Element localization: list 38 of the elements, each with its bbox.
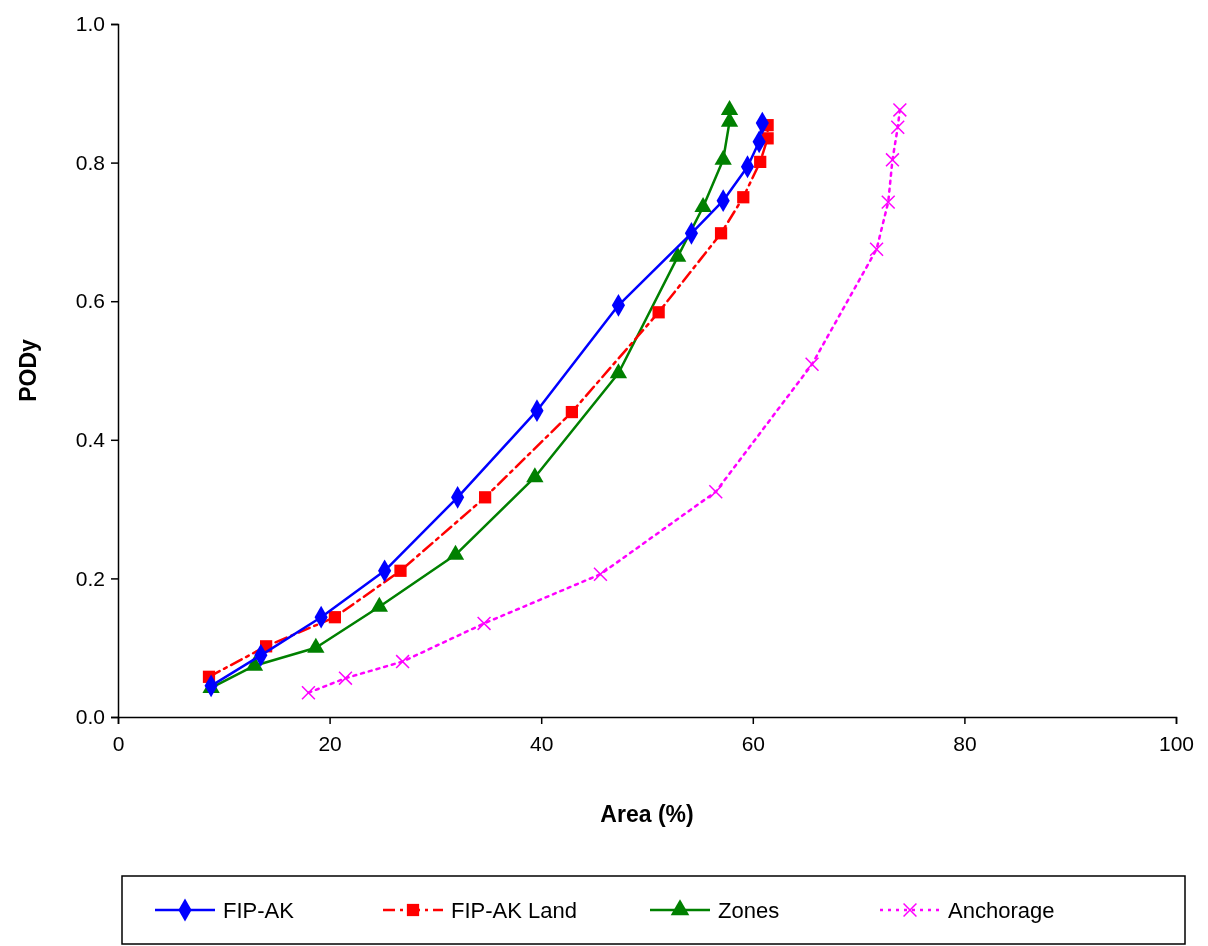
x-tick-label: 100 xyxy=(1158,731,1195,755)
point xyxy=(708,484,723,499)
y-axis-title: PODy xyxy=(15,338,41,402)
point xyxy=(328,611,342,624)
point xyxy=(804,357,820,372)
point xyxy=(565,405,579,419)
point xyxy=(394,564,407,577)
y-tick-label: 0.8 xyxy=(75,150,105,174)
legend-label: FIP-AK Land xyxy=(451,898,577,923)
y-tick-label: 0.4 xyxy=(75,428,106,452)
point xyxy=(593,567,608,582)
point xyxy=(881,194,896,210)
legend-label: FIP-AK xyxy=(223,898,295,923)
x-tick-label: 20 xyxy=(318,731,342,755)
x-tick-label: 0 xyxy=(112,731,125,755)
point xyxy=(652,306,665,319)
point xyxy=(754,155,767,169)
point xyxy=(869,242,884,257)
point xyxy=(885,152,900,168)
point xyxy=(737,191,750,204)
x-axis-title: Area (%) xyxy=(600,801,694,827)
point xyxy=(892,102,908,118)
legend-label: Zones xyxy=(718,898,780,923)
y-tick-label: 1.0 xyxy=(75,12,105,36)
x-tick-label: 60 xyxy=(741,731,765,755)
y-tick-label: 0.0 xyxy=(75,705,105,729)
y-tick-label: 0.6 xyxy=(75,289,105,313)
point xyxy=(301,685,316,700)
point xyxy=(476,616,492,631)
point xyxy=(338,671,353,686)
x-tick-label: 80 xyxy=(953,731,977,755)
point xyxy=(395,654,410,669)
point xyxy=(714,227,728,240)
point xyxy=(479,491,492,504)
y-tick-label: 0.2 xyxy=(75,566,105,590)
x-tick-label: 40 xyxy=(530,731,554,755)
point xyxy=(890,120,905,135)
legend-label: Anchorage xyxy=(948,898,1055,923)
